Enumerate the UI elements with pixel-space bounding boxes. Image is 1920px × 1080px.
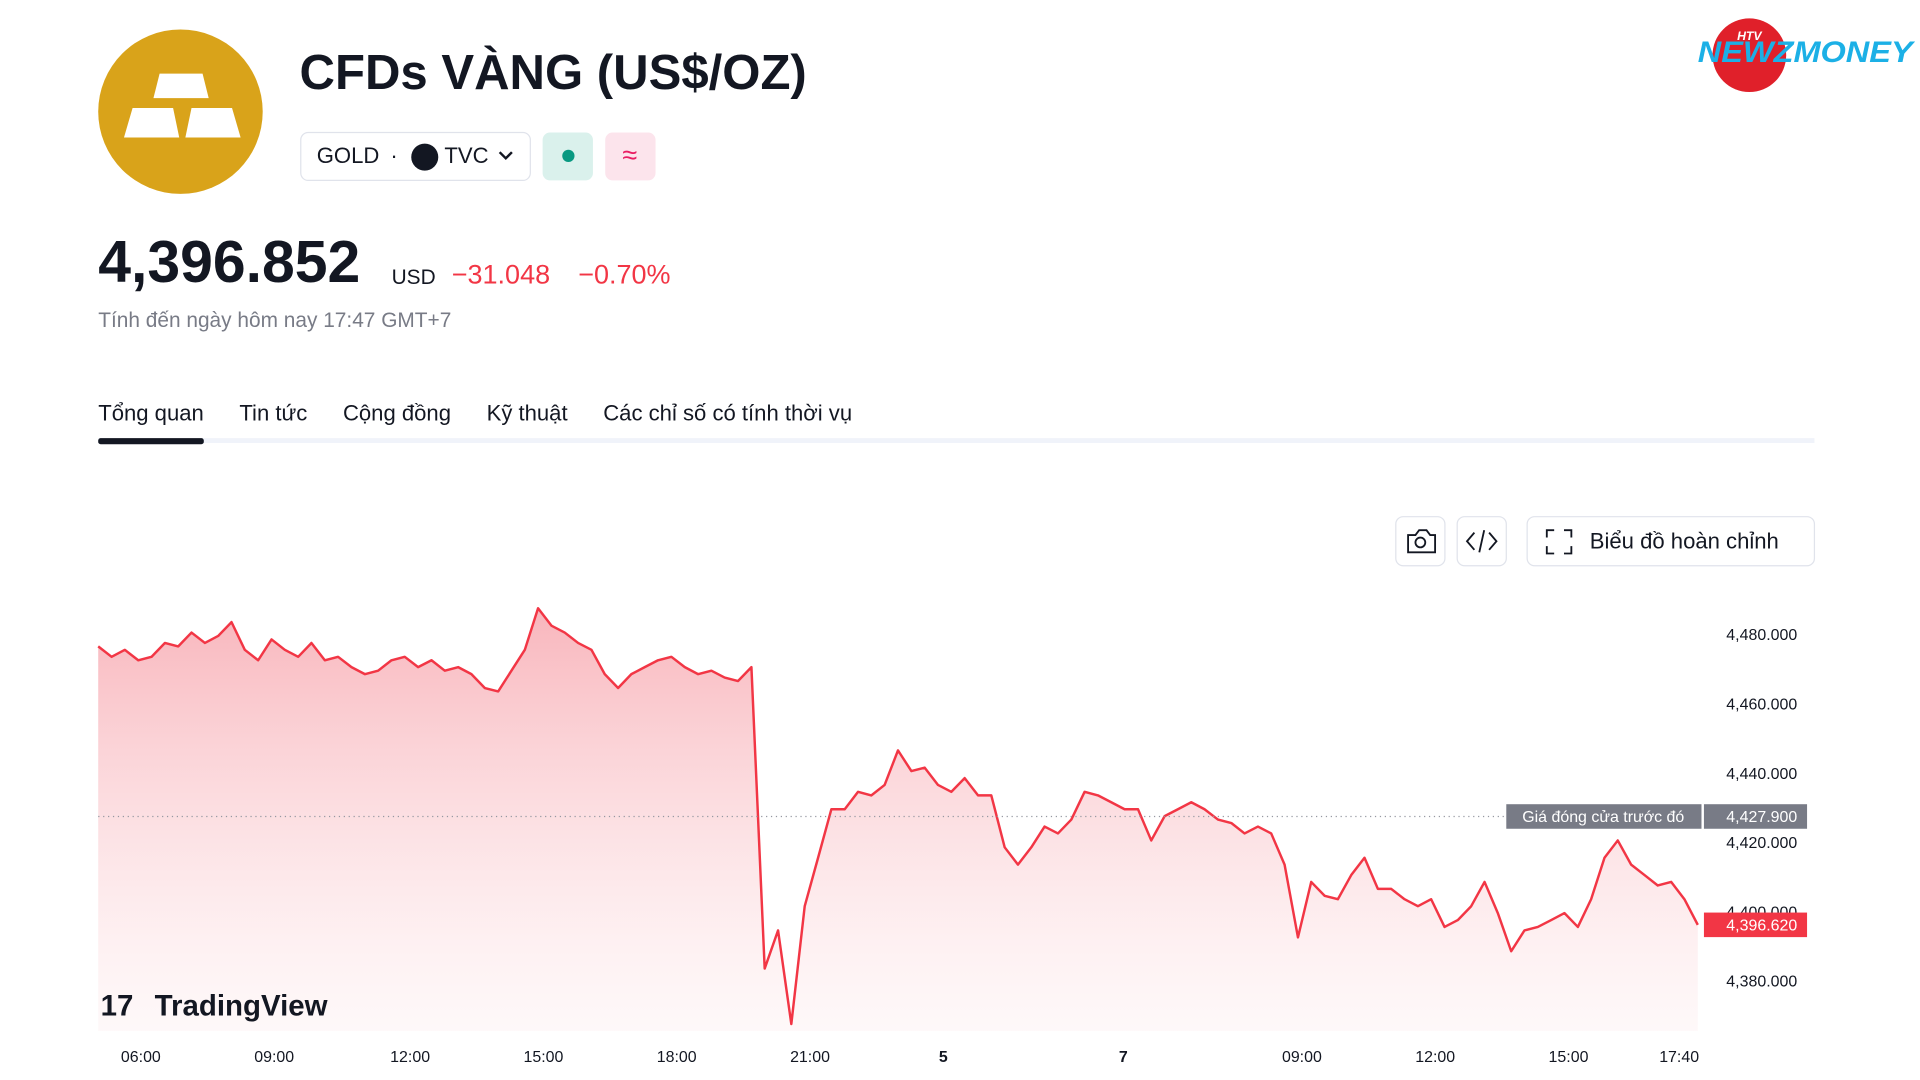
full-chart-button[interactable] [1526, 516, 1816, 567]
camera-lens [1414, 536, 1427, 549]
previous-close-label: 4,427.900 [1726, 809, 1797, 826]
x-tick-label: 15:00 [1549, 1049, 1589, 1066]
x-tick-label: 21:00 [790, 1049, 830, 1066]
previous-close-name-bg [1506, 804, 1702, 829]
tab[interactable]: Kỹ thuật [487, 401, 568, 426]
watermark-icon: 17 [101, 989, 134, 1022]
previous-close-tag [1703, 804, 1808, 829]
x-tick-label: 18:00 [657, 1049, 697, 1066]
y-tick-label: 4,460.000 [1726, 697, 1797, 714]
plot: 4,380.0004,400.0004,420.0004,440.0004,46… [97, 607, 1808, 1066]
x-tick-label: 12:00 [390, 1049, 430, 1066]
x-tick-label: 15:00 [523, 1049, 563, 1066]
symbol: GOLD [317, 143, 380, 168]
snapshot-button[interactable] [1395, 516, 1446, 567]
previous-close-name: Giá đóng cửa trước đó [1522, 809, 1684, 826]
tab[interactable]: Các chỉ số có tính thời vụ [603, 401, 852, 426]
change: −31.048 [452, 259, 550, 289]
x-tick-label: 06:00 [121, 1049, 161, 1066]
x-tick-label: 5 [939, 1049, 948, 1066]
full-chart-label: Biểu đồ hoàn chỉnh [1590, 528, 1779, 553]
badge-chip[interactable] [605, 132, 656, 181]
last-price-tag [1703, 912, 1808, 938]
price: 4,396.852 [98, 230, 360, 295]
area [98, 608, 1698, 1031]
change-percent: −0.70% [578, 259, 670, 289]
x-tick-label: 12:00 [1415, 1049, 1455, 1066]
exchange-icon [411, 143, 439, 171]
y-tick-label: 4,420.000 [1726, 835, 1797, 852]
title: CFDs VÀNG (US$/OZ) [300, 44, 807, 100]
tab-indicator [98, 438, 204, 445]
y-tick-label: 4,380.000 [1726, 974, 1797, 991]
brand-channel: HTV [1737, 29, 1763, 43]
price-line [97, 607, 1699, 1026]
tab[interactable]: Tin tức [239, 401, 307, 426]
tab[interactable]: Cộng đồng [343, 401, 451, 426]
x-tick-label: 09:00 [1282, 1049, 1322, 1066]
x-tick-label: 17:40 [1659, 1049, 1699, 1066]
symbol-logo [98, 29, 263, 194]
status-dot [562, 149, 575, 162]
currency: USD [392, 266, 436, 289]
last-price-label: 4,396.620 [1726, 917, 1797, 934]
y-tick-label: 4,480.000 [1726, 627, 1797, 644]
separator: · [390, 143, 397, 168]
x-tick-label: 09:00 [254, 1049, 294, 1066]
code-icon [1465, 529, 1498, 553]
camera-icon [1407, 529, 1437, 554]
tabs: Tổng quan Tin tức Cộng đồng Kỹ thuật Các chỉ… [98, 401, 852, 445]
brand-circle [1712, 18, 1787, 93]
y-tick-label: 4,440.000 [1726, 766, 1797, 783]
dropdown-icon [498, 151, 513, 161]
as-of: Tính đến ngày hôm nay 17:47 GMT+7 [98, 309, 451, 332]
x-tick-label: 7 [1119, 1049, 1128, 1066]
fullscreen-icon [1545, 529, 1573, 555]
watermark: TradingView [155, 989, 328, 1022]
exchange: TVC [444, 143, 488, 168]
brand-name: NEWZMONEY [1698, 36, 1915, 69]
tab[interactable]: Tổng quan [98, 401, 204, 426]
badge: ≈ [622, 140, 637, 170]
